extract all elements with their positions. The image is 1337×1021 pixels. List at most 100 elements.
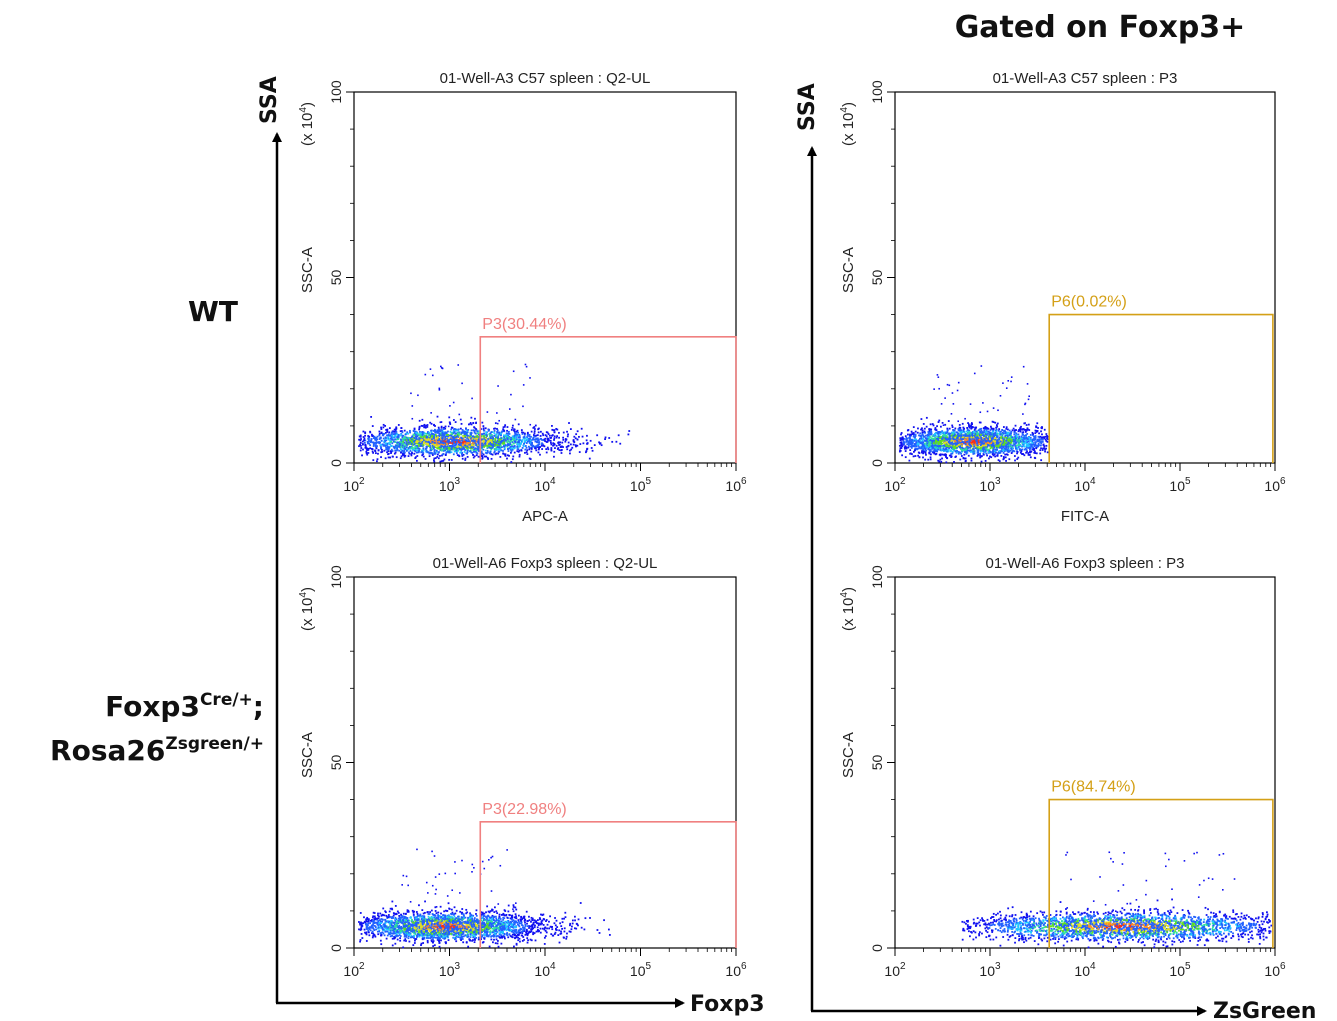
scatter-point <box>493 444 496 447</box>
scatter-point <box>977 429 980 432</box>
scatter-point <box>999 431 1001 433</box>
scatter-point <box>917 447 920 450</box>
scatter-point <box>586 442 589 444</box>
scatter-point <box>910 442 912 444</box>
scatter-point <box>951 426 954 429</box>
scatter-point <box>438 447 441 450</box>
scatter-point <box>978 442 981 445</box>
scatter-point <box>948 427 951 430</box>
scatter-point <box>988 435 991 438</box>
scatter-point <box>938 387 940 390</box>
scatter-point <box>1025 439 1028 442</box>
scatter-point <box>1001 441 1004 443</box>
scatter-point <box>987 451 990 454</box>
scatter-point <box>927 440 930 443</box>
scatter-point <box>628 430 631 432</box>
scatter-point <box>436 442 439 444</box>
scatter-point <box>385 448 388 451</box>
scatter-point <box>452 447 455 449</box>
scatter-point <box>918 456 921 459</box>
scatter-point <box>411 452 413 455</box>
scatter-point <box>452 430 455 433</box>
scatter-point <box>909 438 911 440</box>
scatter-point <box>418 444 421 447</box>
scatter-point <box>1023 445 1026 448</box>
scatter-point <box>976 442 978 445</box>
scatter-point <box>925 425 928 428</box>
scatter-point <box>503 429 505 432</box>
scatter-point <box>573 441 576 443</box>
x-tick-label: 105 <box>630 476 652 494</box>
scatter-point <box>556 435 559 438</box>
scatter-point <box>936 445 939 447</box>
scatter-point <box>1006 435 1009 438</box>
scatter-point <box>485 440 488 442</box>
scatter-point <box>1014 444 1017 447</box>
scatter-point <box>536 446 539 448</box>
scatter-point <box>539 453 541 456</box>
scatter-point <box>514 437 517 439</box>
scatter-point <box>442 434 445 437</box>
scatter-point <box>417 441 420 444</box>
scatter-point <box>962 434 965 437</box>
scatter-point <box>456 450 459 453</box>
scatter-point <box>369 444 372 447</box>
scatter-point <box>970 457 973 460</box>
scatter-point <box>934 444 937 447</box>
scatter-point <box>1045 447 1047 450</box>
scatter-point <box>933 444 936 447</box>
scatter-point <box>991 436 994 439</box>
scatter-point <box>959 446 962 448</box>
scatter-point <box>946 431 949 434</box>
scatter-point <box>974 443 977 446</box>
scatter-point <box>1002 452 1005 454</box>
scatter-point <box>983 442 986 445</box>
scatter-point <box>975 433 977 435</box>
scatter-point <box>985 452 988 455</box>
scatter-point <box>953 443 955 446</box>
scatter-point <box>547 433 550 435</box>
scatter-point <box>496 429 499 432</box>
scatter-point <box>989 451 992 454</box>
scatter-point <box>478 432 480 435</box>
scatter-point <box>488 444 491 447</box>
scatter-point <box>451 442 454 445</box>
scatter-point <box>481 444 484 447</box>
scatter-point <box>423 432 426 435</box>
scatter-point <box>586 434 588 437</box>
scatter-point <box>1007 445 1010 448</box>
scatter-point <box>517 438 520 441</box>
scatter-point <box>948 442 951 444</box>
scatter-point <box>419 434 422 437</box>
scatter-point <box>427 436 430 438</box>
scatter-point <box>418 447 421 450</box>
scatter-point <box>941 457 943 460</box>
scatter-point <box>442 428 445 430</box>
scatter-point <box>374 438 377 441</box>
scatter-point <box>370 448 373 450</box>
scatter-point <box>418 434 421 437</box>
scatter-point <box>518 455 521 458</box>
scatter-point <box>558 443 561 446</box>
scatter-point <box>506 444 509 447</box>
scatter-point <box>433 423 435 426</box>
scatter-point <box>940 449 943 452</box>
scatter-point <box>478 440 481 443</box>
scatter-point <box>424 458 427 460</box>
scatter-point <box>506 445 509 448</box>
scatter-point <box>455 441 458 444</box>
scatter-point <box>1017 442 1020 444</box>
scatter-point <box>404 454 407 457</box>
scatter-point <box>961 431 964 434</box>
scatter-point <box>458 433 460 436</box>
scatter-point <box>945 438 947 440</box>
scatter-point <box>1003 442 1006 444</box>
scatter-point <box>565 446 568 448</box>
scatter-point <box>537 451 540 454</box>
scatter-point <box>1046 437 1049 440</box>
scatter-point <box>939 431 942 433</box>
scatter-point <box>943 441 946 444</box>
scatter-point <box>990 427 993 430</box>
scatter-point <box>931 438 934 441</box>
scatter-point <box>448 450 451 453</box>
